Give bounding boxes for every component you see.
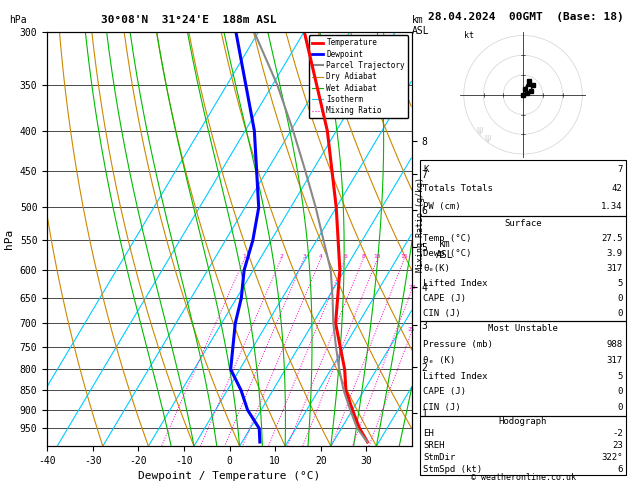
- Text: 317: 317: [606, 264, 623, 273]
- Text: 4: 4: [319, 254, 323, 259]
- Text: hPa: hPa: [9, 15, 27, 25]
- Text: 1: 1: [243, 254, 247, 259]
- Text: 6: 6: [343, 254, 347, 259]
- Text: Temp (°C): Temp (°C): [423, 234, 472, 243]
- Text: 0: 0: [617, 403, 623, 412]
- Legend: Temperature, Dewpoint, Parcel Trajectory, Dry Adiabat, Wet Adiabat, Isotherm, Mi: Temperature, Dewpoint, Parcel Trajectory…: [309, 35, 408, 118]
- Text: 42: 42: [612, 184, 623, 193]
- Text: 1.34: 1.34: [601, 203, 623, 211]
- Text: 3: 3: [302, 254, 306, 259]
- Text: 8: 8: [361, 254, 365, 259]
- Text: CIN (J): CIN (J): [423, 403, 461, 412]
- Text: EH: EH: [423, 429, 434, 438]
- Text: © weatheronline.co.uk: © weatheronline.co.uk: [470, 473, 576, 482]
- Text: Lifted Index: Lifted Index: [423, 279, 488, 288]
- Text: θₑ(K): θₑ(K): [423, 264, 450, 273]
- Text: 27.5: 27.5: [601, 234, 623, 243]
- Text: CIN (J): CIN (J): [423, 309, 461, 318]
- Text: θₑ (K): θₑ (K): [423, 356, 455, 365]
- Text: kt: kt: [464, 31, 474, 39]
- Text: Surface: Surface: [504, 219, 542, 228]
- Text: Most Unstable: Most Unstable: [488, 324, 558, 333]
- Text: 322°: 322°: [601, 453, 623, 462]
- Text: K: K: [423, 165, 429, 174]
- Text: Totals Totals: Totals Totals: [423, 184, 493, 193]
- Text: 2: 2: [279, 254, 283, 259]
- Text: 6: 6: [617, 465, 623, 474]
- Text: -2: -2: [612, 429, 623, 438]
- Y-axis label: hPa: hPa: [4, 229, 14, 249]
- Text: StmSpd (kt): StmSpd (kt): [423, 465, 482, 474]
- Text: 317: 317: [606, 356, 623, 365]
- Text: 30°08'N  31°24'E  188m ASL: 30°08'N 31°24'E 188m ASL: [101, 15, 277, 25]
- Text: SREH: SREH: [423, 441, 445, 450]
- Text: 28.04.2024  00GMT  (Base: 18): 28.04.2024 00GMT (Base: 18): [428, 12, 623, 22]
- Text: CAPE (J): CAPE (J): [423, 387, 466, 397]
- Text: 0: 0: [617, 309, 623, 318]
- Text: 7: 7: [617, 165, 623, 174]
- Text: 5: 5: [617, 279, 623, 288]
- Text: 10: 10: [374, 254, 381, 259]
- Text: km
ASL: km ASL: [412, 15, 430, 36]
- Text: ψ: ψ: [476, 125, 483, 135]
- Text: 25: 25: [408, 327, 415, 331]
- Text: 20: 20: [408, 285, 416, 290]
- Text: 15: 15: [401, 254, 408, 259]
- Text: Mixing Ratio (g/kg): Mixing Ratio (g/kg): [416, 177, 425, 272]
- Text: 0: 0: [617, 294, 623, 303]
- X-axis label: Dewpoint / Temperature (°C): Dewpoint / Temperature (°C): [138, 471, 321, 482]
- Text: Pressure (mb): Pressure (mb): [423, 340, 493, 349]
- Text: Hodograph: Hodograph: [499, 417, 547, 426]
- Text: 988: 988: [606, 340, 623, 349]
- Text: StmDir: StmDir: [423, 453, 455, 462]
- Y-axis label: km
ASL: km ASL: [435, 239, 453, 260]
- Text: 0: 0: [617, 387, 623, 397]
- Text: CAPE (J): CAPE (J): [423, 294, 466, 303]
- Text: 3.9: 3.9: [606, 249, 623, 258]
- Text: ψ: ψ: [484, 133, 491, 143]
- Text: Lifted Index: Lifted Index: [423, 371, 488, 381]
- Text: PW (cm): PW (cm): [423, 203, 461, 211]
- Text: Dewp (°C): Dewp (°C): [423, 249, 472, 258]
- Text: 5: 5: [617, 371, 623, 381]
- Text: 23: 23: [612, 441, 623, 450]
